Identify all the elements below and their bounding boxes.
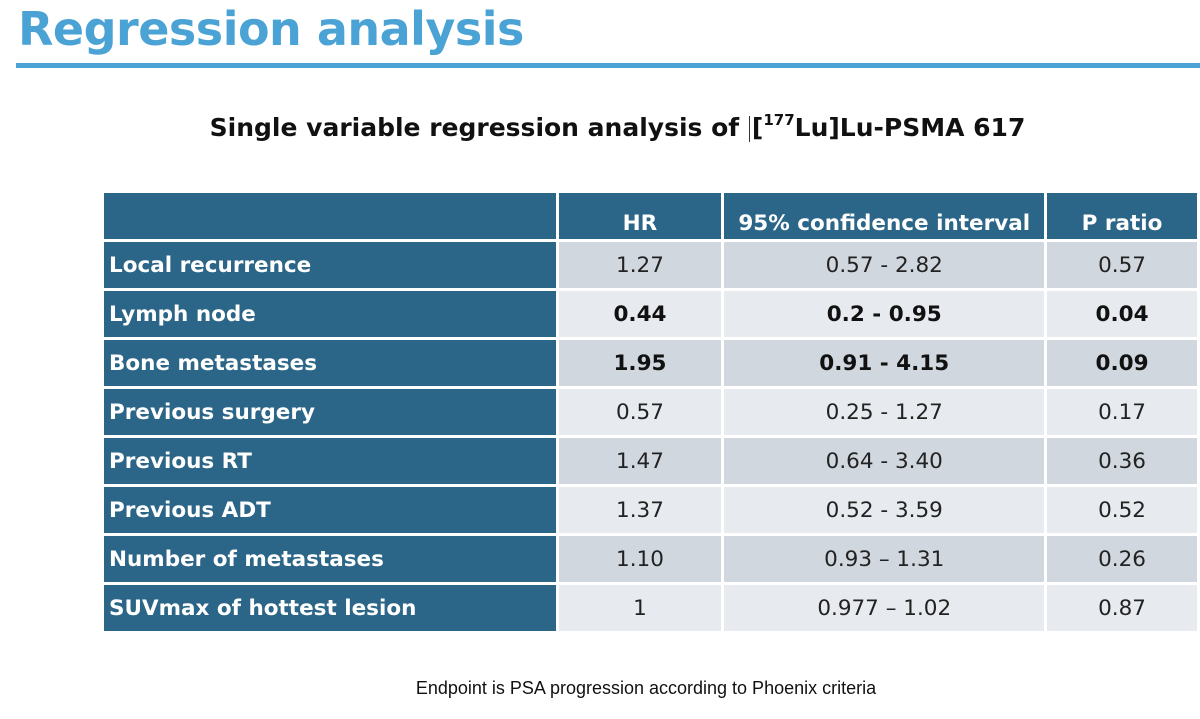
row-label: Bone metastases (104, 340, 556, 386)
hr-cell: 1.10 (558, 536, 722, 582)
caption-prefix: Single variable regression analysis of (209, 113, 748, 142)
footnote: Endpoint is PSA progression according to… (415, 678, 877, 698)
hr-cell: 0.44 (558, 291, 722, 337)
p-ratio-cell: 0.87 (1047, 585, 1197, 631)
hr-cell: 1 (558, 585, 722, 631)
ci-cell: 0.91 - 4.15 (724, 340, 1045, 386)
ci-cell: 0.52 - 3.59 (724, 487, 1045, 533)
ci-cell: 0.977 – 1.02 (724, 585, 1045, 631)
ci-cell: 0.2 - 0.95 (724, 291, 1045, 337)
hr-cell: 1.37 (558, 487, 722, 533)
table-caption: Single variable regression analysis of [… (0, 111, 1200, 142)
header-corner (104, 193, 556, 239)
table-row: Local recurrence 1.27 0.57 - 2.82 0.57 (104, 242, 1197, 288)
row-label: Local recurrence (104, 242, 556, 288)
table-row: Bone metastases 1.95 0.91 - 4.15 0.09 (104, 340, 1197, 386)
header-p-ratio: P ratio (1047, 193, 1197, 239)
text-cursor (748, 116, 750, 142)
ci-cell: 0.25 - 1.27 (724, 389, 1045, 435)
row-label: Number of metastases (104, 536, 556, 582)
row-label: Previous surgery (104, 389, 556, 435)
slide-title: Regression analysis (18, 2, 524, 56)
hr-cell: 0.57 (558, 389, 722, 435)
p-ratio-cell: 0.04 (1047, 291, 1197, 337)
row-label: Previous ADT (104, 487, 556, 533)
caption-suffix: Lu]Lu-PSMA 617 (794, 113, 1026, 142)
title-divider (16, 63, 1200, 68)
p-ratio-cell: 0.52 (1047, 487, 1197, 533)
table-row: Lymph node 0.44 0.2 - 0.95 0.04 (104, 291, 1197, 337)
table-body: Local recurrence 1.27 0.57 - 2.82 0.57 Lymph… (104, 242, 1197, 631)
hr-cell: 1.47 (558, 438, 722, 484)
hr-cell: 1.27 (558, 242, 722, 288)
header-hr: HR (558, 193, 722, 239)
p-ratio-cell: 0.09 (1047, 340, 1197, 386)
header-confidence-interval: 95% confidence interval (724, 193, 1045, 239)
regression-table: HR 95% confidence interval P ratio Local… (101, 190, 1200, 634)
table-row: Previous surgery 0.57 0.25 - 1.27 0.17 (104, 389, 1197, 435)
table-row: Previous ADT 1.37 0.52 - 3.59 0.52 (104, 487, 1197, 533)
caption-isotope-open: [ (751, 113, 764, 142)
caption-isotope-mass: 177 (763, 111, 795, 129)
table-header-row: HR 95% confidence interval P ratio (104, 193, 1197, 239)
table-row: Number of metastases 1.10 0.93 – 1.31 0.26 (104, 536, 1197, 582)
ci-cell: 0.64 - 3.40 (724, 438, 1045, 484)
table-row: Previous RT 1.47 0.64 - 3.40 0.36 (104, 438, 1197, 484)
row-label: Lymph node (104, 291, 556, 337)
p-ratio-cell: 0.36 (1047, 438, 1197, 484)
row-label: SUVmax of hottest lesion (104, 585, 556, 631)
p-ratio-cell: 0.26 (1047, 536, 1197, 582)
p-ratio-cell: 0.17 (1047, 389, 1197, 435)
hr-cell: 1.95 (558, 340, 722, 386)
ci-cell: 0.93 – 1.31 (724, 536, 1045, 582)
row-label: Previous RT (104, 438, 556, 484)
table-row: SUVmax of hottest lesion 1 0.977 – 1.02 0.8… (104, 585, 1197, 631)
p-ratio-cell: 0.57 (1047, 242, 1197, 288)
ci-cell: 0.57 - 2.82 (724, 242, 1045, 288)
